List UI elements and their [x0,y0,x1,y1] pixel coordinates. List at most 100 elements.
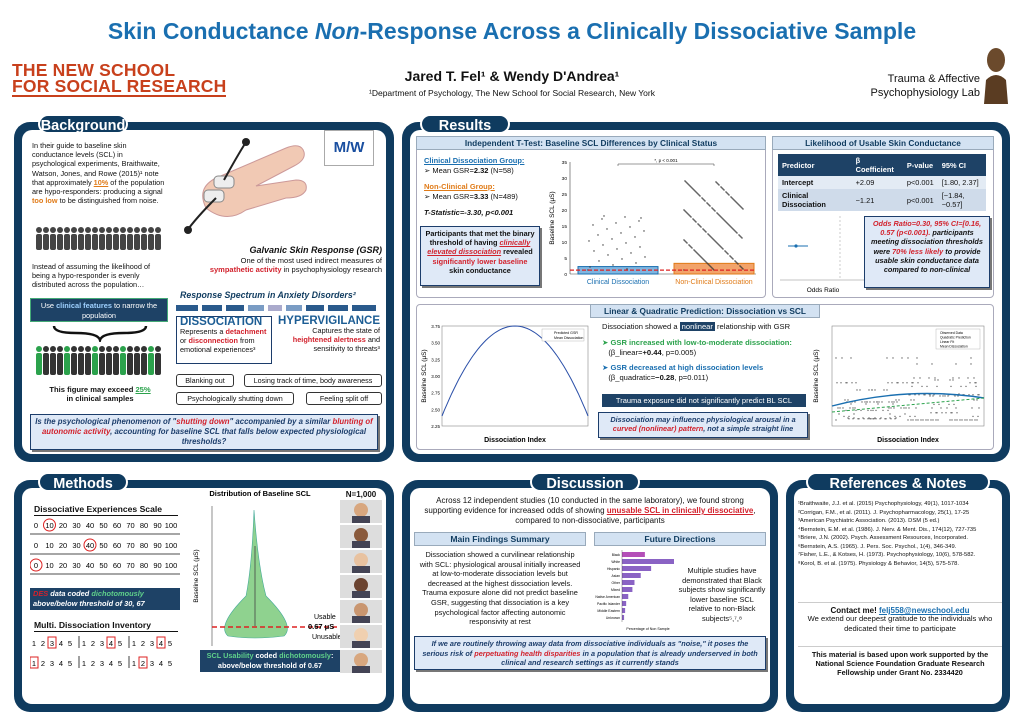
data-point [879,418,881,420]
data-point [915,407,917,409]
table-header: Predictor [782,160,815,170]
data-point [950,385,952,388]
legend-entry: Predicted GSR [554,331,578,335]
person-icon [106,227,112,233]
email-link[interactable]: felj558@newschool.edu [878,606,970,615]
person-icon [141,346,147,352]
bar [622,594,629,599]
person-icon [43,353,49,375]
scale-value: 80 [140,561,148,570]
data-point [873,401,875,403]
x-label: Dissociation Index [877,437,939,444]
reference-item: ⁴Bernstein, E.M. et al. (1986). J. Nerv.… [798,526,977,533]
data-point [961,419,963,421]
data-point [887,382,889,384]
person-icon [99,234,105,250]
data-point [626,268,628,270]
data-point [615,222,617,224]
school-logo: THE NEW SCHOOL FOR SOCIAL RESEARCH [12,60,227,97]
category-label: Hispanic [607,567,620,571]
data-point [915,419,917,421]
scale-value: 2 [41,659,45,668]
data-point [937,379,939,381]
data-point [932,395,934,397]
symptom-losing-time: Losing track of time, body awareness [244,374,382,387]
person-icon [85,346,91,352]
face-icon [352,616,370,623]
scale-value: 80 [140,541,148,550]
data-point [884,418,886,420]
data-point [957,395,959,397]
face-icon [352,516,370,523]
person-icon [148,346,154,352]
person-icon [57,234,63,250]
scale-value: 5 [118,659,122,668]
person-icon [36,353,42,375]
reference-item: ⁵Briere, J.N. (2002). Psych. Assessment … [798,535,968,541]
data-point [886,357,888,359]
data-point [704,260,706,262]
data-point [736,202,738,204]
data-point [891,382,893,384]
exceed-note: This figure may exceed 25% in clinical sa… [49,385,151,403]
person-icon [78,227,84,233]
data-point [947,395,949,397]
odds-note: Odds Ratio=0.30, 95% CI=[0.16, 0.57 (p<0… [864,216,990,288]
data-point [859,389,861,391]
reference-list: ¹Braithwaite, J.J. et al. (2015) Psychop… [798,500,1002,568]
scale-value: 4 [59,639,63,648]
data-point [690,246,692,248]
data-point [854,401,856,403]
scale-value: 3 [100,639,104,648]
data-point [735,201,737,203]
data-point [607,254,609,256]
face-icon [354,628,368,642]
distribution-violin: Distribution of Baseline SCL Baseline SCL… [193,489,342,646]
data-point [726,222,728,224]
data-point [741,207,743,209]
face-icon [354,653,368,667]
data-point [698,224,700,226]
selected-box [156,636,166,649]
data-point [972,415,974,418]
data-point [966,419,968,421]
data-point [878,401,880,403]
scale-value: 40 [86,561,94,570]
data-point [734,260,736,262]
chart-title: Distribution of Baseline SCL [209,489,311,498]
data-point [836,382,838,384]
legend-entry: Observed Data [940,331,963,335]
mdi-scales: 1 2 3 4 5 1 2 3 4 5 1 2 3 4 51 2 3 4 5 1 2 3 4 5 1 2 3 4 5 [30,636,172,669]
data-point [899,415,901,418]
reference-item: ⁶Bernstein, A.S. (1965). J. Pers. Soc. P… [798,543,957,550]
scale-value: 90 [153,521,161,530]
person-icon [148,234,154,250]
data-point [874,389,876,391]
data-point [702,228,704,230]
data-point [974,419,976,421]
data-point [970,363,972,365]
scale-value: 2 [41,639,45,648]
data-point [709,205,711,207]
background-heading: Background [38,114,128,134]
unusable-label: Unusable [312,634,342,641]
data-point [701,197,703,199]
person-icon [141,227,147,233]
data-point [611,238,613,240]
data-point [848,415,850,418]
data-point [742,208,744,210]
data-point [689,245,691,247]
data-point [588,240,590,242]
data-point [930,419,932,421]
data-point [725,221,727,223]
data-point [919,377,921,379]
data-point [693,219,695,221]
data-point [620,232,622,234]
person-icon [92,234,98,250]
data-point [707,263,709,265]
data-point [866,401,868,403]
data-point [933,394,935,396]
scale-value: 50 [99,541,107,550]
data-point [929,394,931,396]
